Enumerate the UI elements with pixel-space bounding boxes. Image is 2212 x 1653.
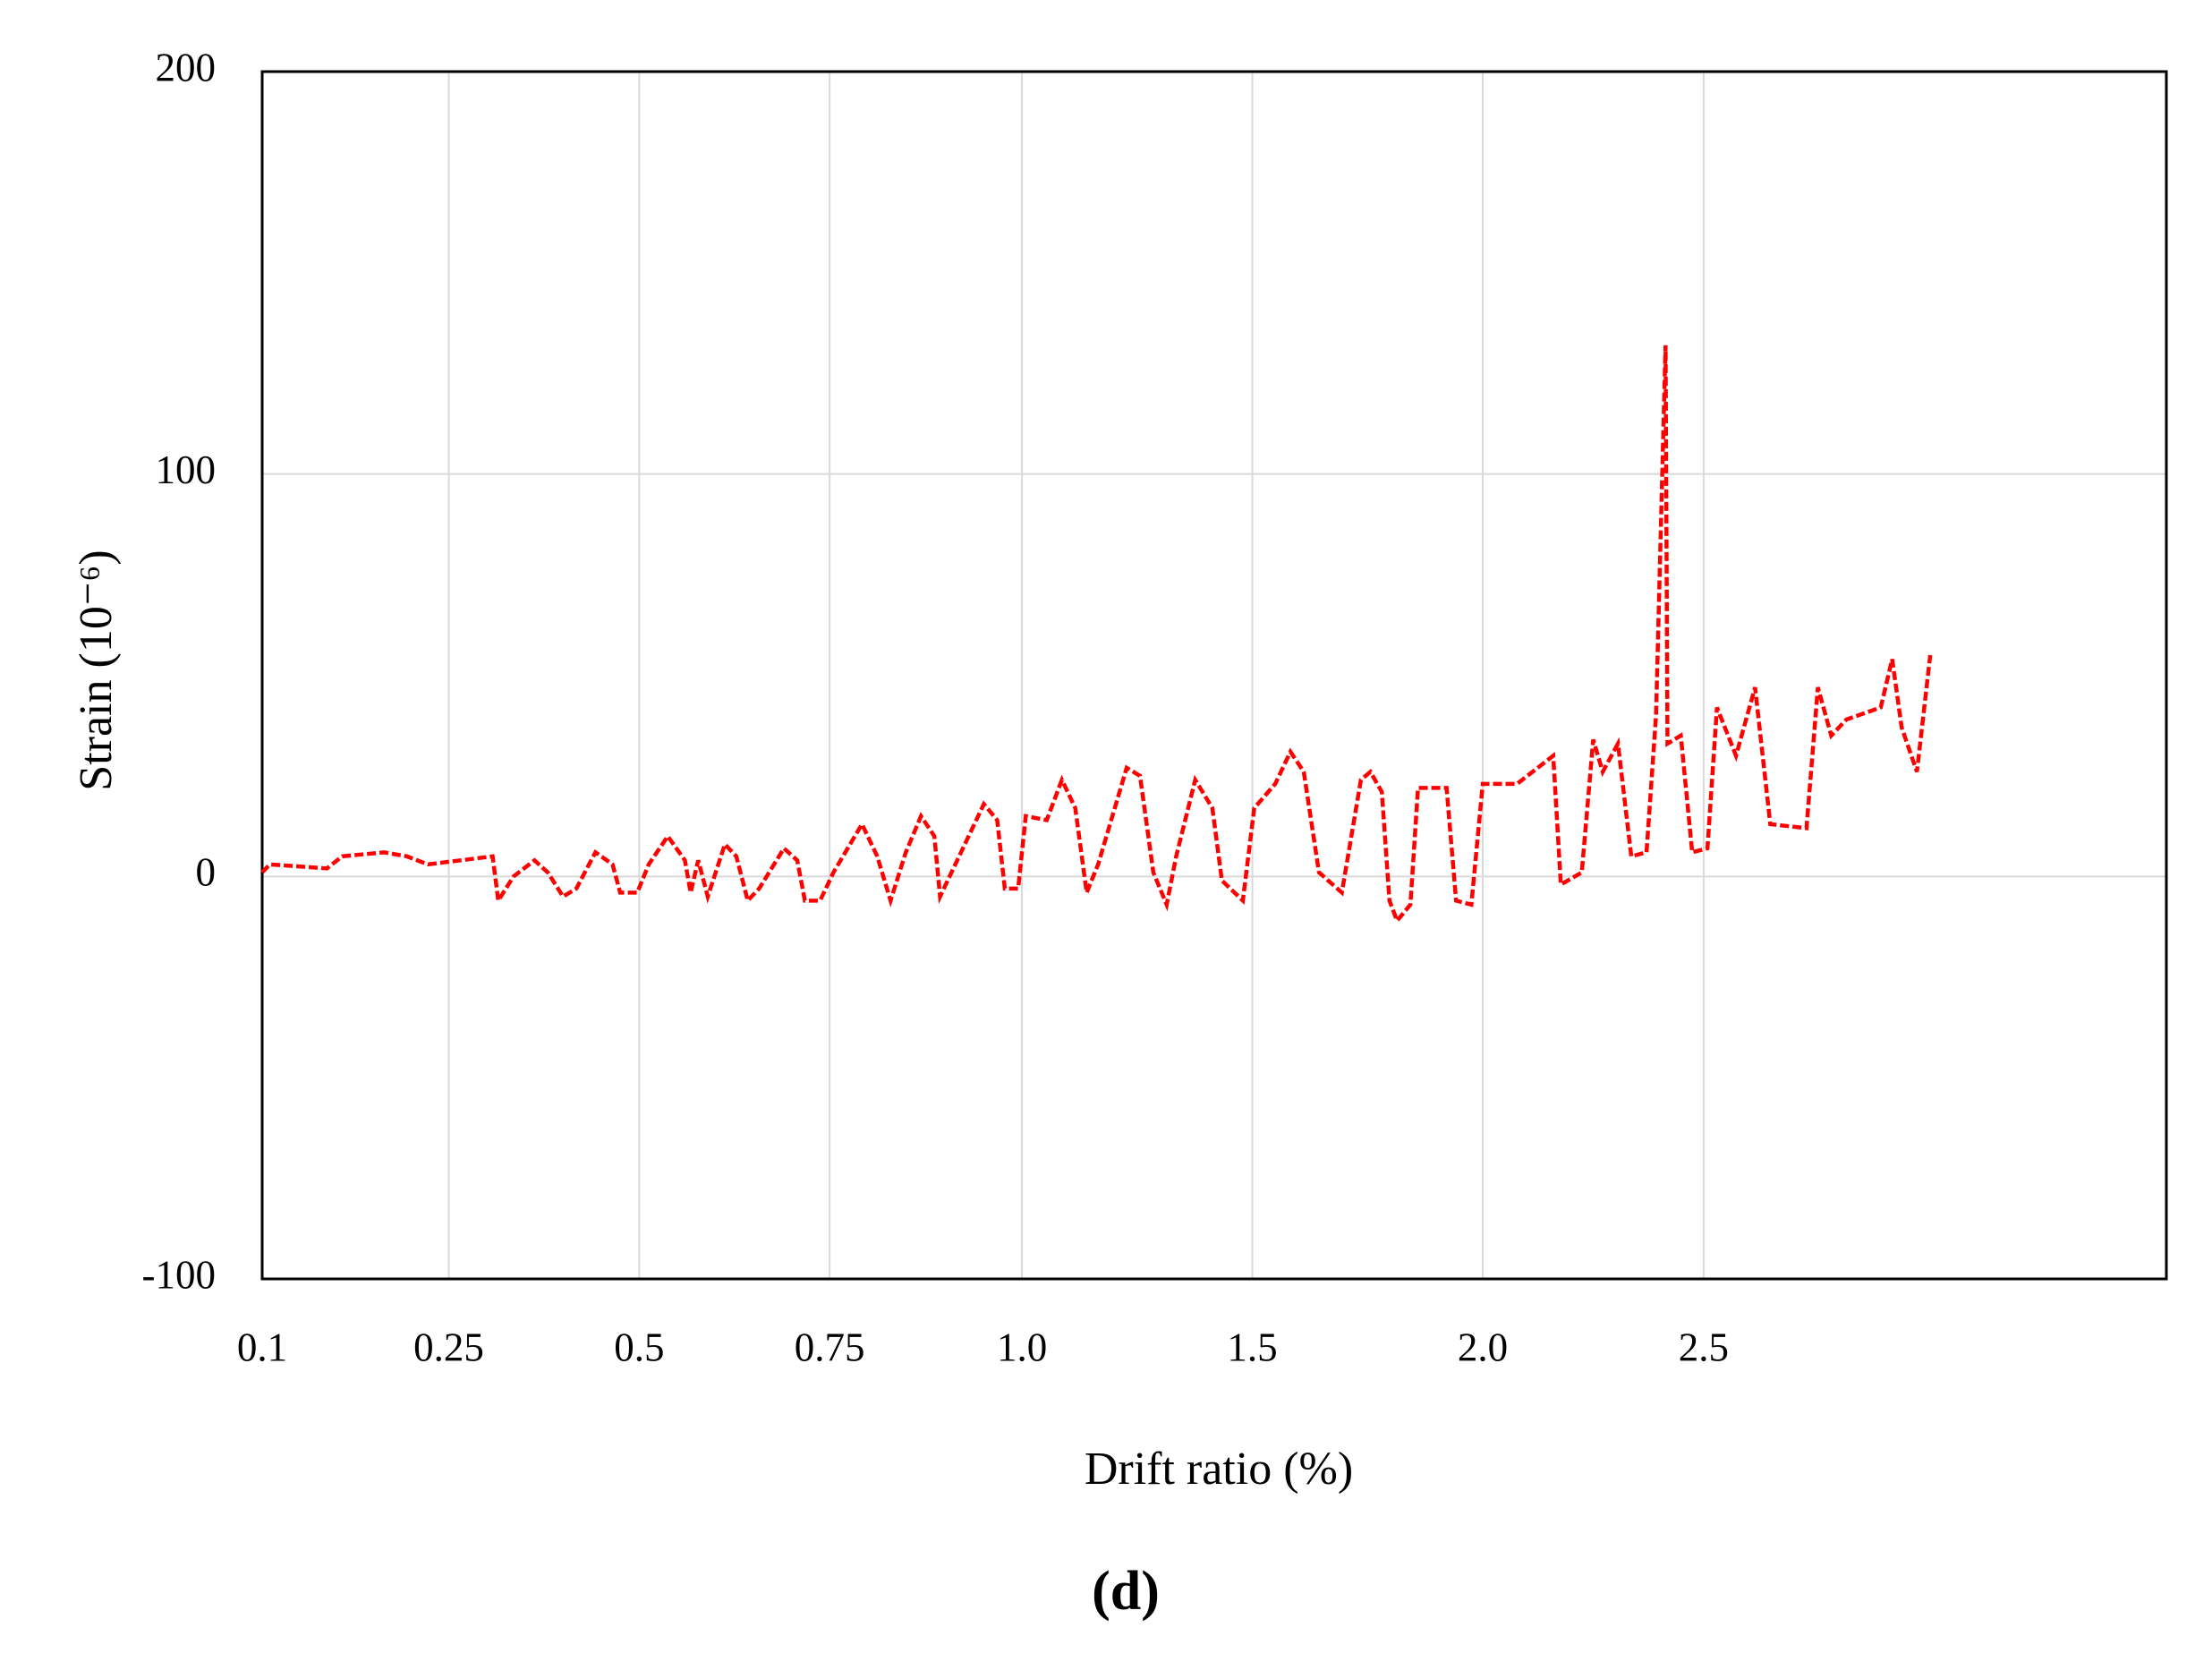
x-tick-label: 2.0 <box>1458 1325 1508 1369</box>
x-axis-label: Drift ratio (%) <box>1085 1444 1353 1495</box>
x-tick-label: 0.1 <box>237 1325 287 1369</box>
y-tick-label: 0 <box>196 850 217 895</box>
plot-frame <box>260 70 2168 1281</box>
data-line <box>260 345 1933 925</box>
x-tick-label: 0.25 <box>413 1325 484 1369</box>
y-tick-label: 200 <box>156 45 217 89</box>
y-tick-label: -100 <box>142 1252 217 1297</box>
caption: (d) <box>1092 1561 1160 1622</box>
y-tick-label: 100 <box>156 447 217 492</box>
x-tick-label: 1.0 <box>997 1325 1047 1369</box>
y-axis-label: Strain (10⁻⁶) <box>71 550 122 790</box>
x-tick-label: 0.75 <box>795 1325 865 1369</box>
x-tick-label: 1.5 <box>1227 1325 1277 1369</box>
x-tick-label: 0.5 <box>614 1325 664 1369</box>
x-tick-label: 2.5 <box>1679 1325 1729 1369</box>
